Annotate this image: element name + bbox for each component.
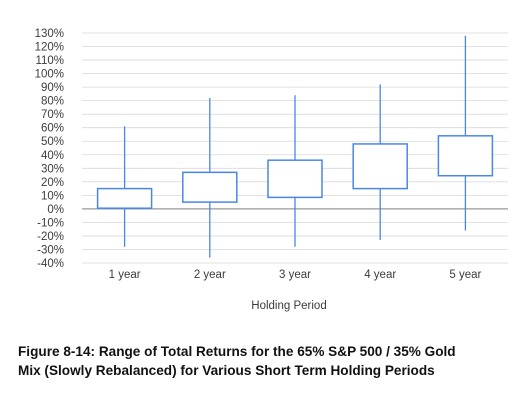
y-tick-label: -20% [37,231,64,243]
y-tick-label: 60% [41,123,64,135]
x-tick-label: 5 year [449,269,481,281]
y-tick-label: 120% [35,42,64,54]
box-plot-chart: -40% -30%-20% -10%0% 10%20% 30%40% 50%60% 70%8… [35,28,508,312]
y-tick-label: 90% [41,82,64,94]
box-iqr [352,143,408,190]
y-tick-label: 80% [41,96,64,108]
y-tick-label: 10% [41,190,64,202]
box-iqr [267,159,323,199]
y-tick-label: 130% [35,28,64,40]
x-axis-label: Holding Period [251,300,326,312]
y-axis-tick-labels: -40% -30%-20% -10%0% 10%20% 30%40% 50%60% 70%8… [35,28,64,270]
y-tick-label: -10% [37,217,64,229]
x-tick-label: 2 year [194,269,226,281]
y-tick-label: 110% [35,55,64,67]
y-tick-label: 20% [41,177,64,189]
box-5-year [437,35,494,231]
box-1-year [96,126,153,247]
y-tick-label: 100% [35,69,64,81]
box-4-year [352,84,408,240]
x-axis-tick-labels: 1 year 2 year 3 year 4 year 5 year [109,269,482,281]
box-iqr [437,135,494,177]
caption-line-1: Figure 8-14: Range of Total Returns for … [18,344,456,359]
y-tick-label: 30% [41,163,64,175]
box-3-year [267,95,323,247]
caption-line-2: Mix (Slowly Rebalanced) for Various Shor… [18,363,435,378]
y-tick-label: -40% [37,258,64,270]
y-tick-label: 0% [47,204,64,216]
y-tick-label: 50% [41,136,64,148]
y-tick-label: -30% [37,244,64,256]
box-iqr [182,171,238,203]
x-tick-label: 3 year [279,269,311,281]
box-iqr [96,187,153,209]
y-tick-label: 70% [41,109,64,121]
x-tick-label: 1 year [109,269,141,281]
x-tick-label: 4 year [364,269,396,281]
box-series [96,35,494,258]
figure-caption: Figure 8-14: Range of Total Returns for … [18,342,513,380]
box-2-year [182,97,238,258]
y-tick-label: 40% [41,150,64,162]
